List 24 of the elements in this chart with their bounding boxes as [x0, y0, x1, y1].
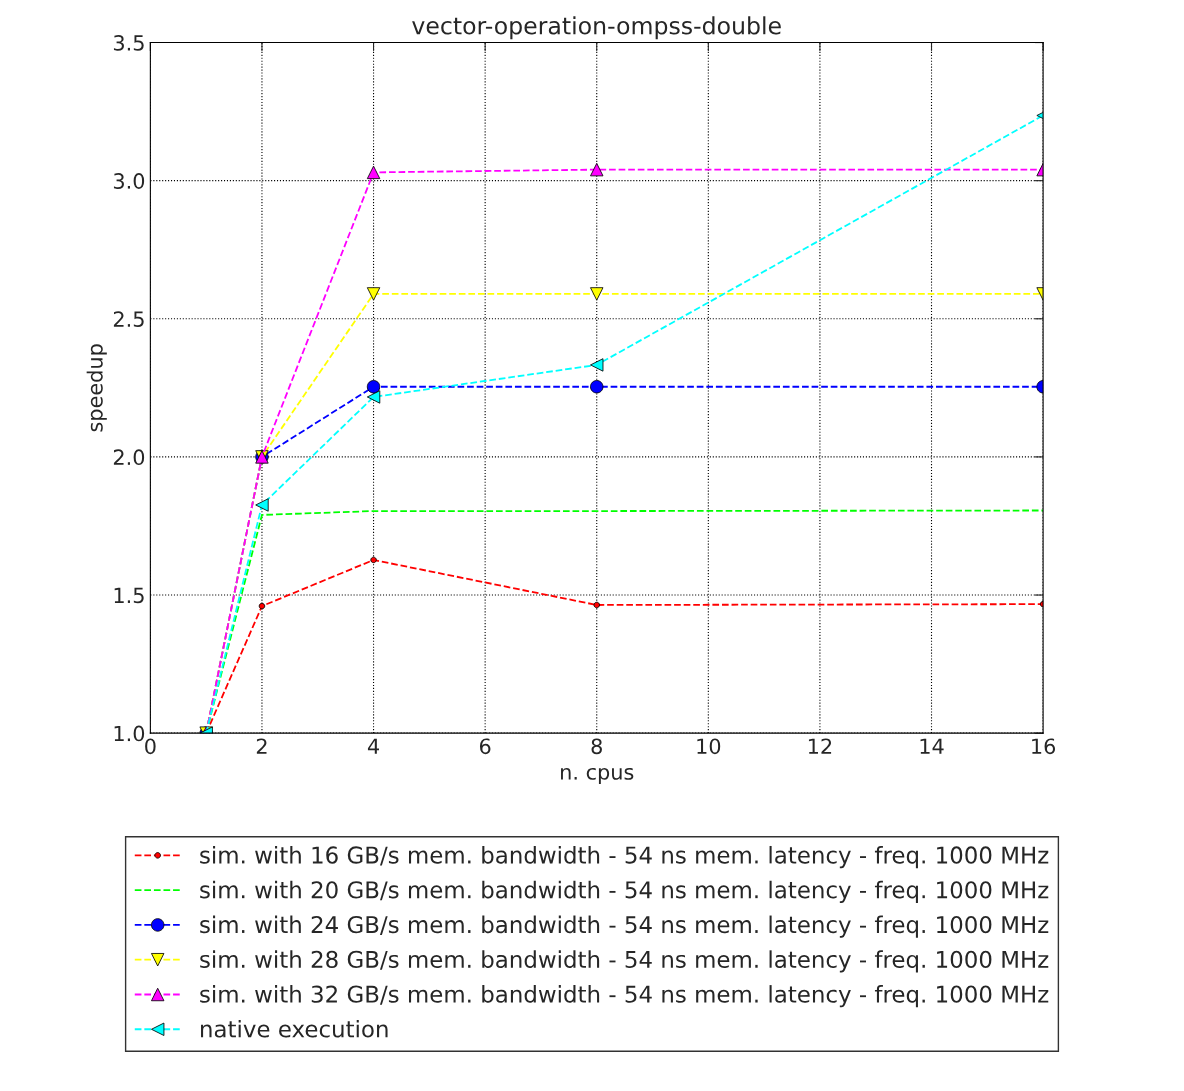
x-tick-label: 0 [145, 738, 156, 755]
x-tick-label: 4 [367, 738, 380, 754]
x-tick-label: 14 [920, 738, 944, 754]
legend-label: sim. with 20 GB/s mem. bandwidth - 54 ns mem. latency - freq. 1000 MHz [200, 880, 1049, 903]
x-tick-label: 16 [1032, 738, 1056, 755]
legend-label: sim. with 32 GB/s mem. bandwidth - 54 ns mem. latency - freq. 1000 MHz [200, 985, 1049, 1008]
y-tick-label: 2.5 [113, 311, 144, 327]
x-axis-title: n. cpus [561, 767, 634, 784]
y-tick-label: 3.5 [113, 35, 144, 51]
legend-label: native execution [201, 1019, 388, 1038]
y-tick-label: 3.0 [113, 173, 145, 189]
x-tick-label: 12 [808, 738, 832, 754]
legend-label: sim. with 28 GB/s mem. bandwidth - 54 ns mem. latency - freq. 1000 MHz [200, 950, 1049, 973]
x-tick-label: 6 [479, 738, 491, 755]
chart-title: vector-operation-ompss-double [412, 16, 781, 40]
x-tick-label: 10 [697, 738, 721, 755]
x-tick-label: 2 [256, 738, 267, 754]
y-tick-label: 1.0 [114, 725, 145, 742]
y-axis-title: speedup [86, 344, 107, 432]
y-tick-label: 2.0 [113, 449, 145, 466]
y-tick-label: 1.5 [114, 587, 144, 604]
legend-label: sim. with 16 GB/s mem. bandwidth - 54 ns mem. latency - freq. 1000 MHz [200, 845, 1049, 869]
legend-label: sim. with 24 GB/s mem. bandwidth - 54 ns mem. latency - freq. 1000 MHz [200, 915, 1049, 938]
x-tick-label: 8 [591, 738, 602, 755]
